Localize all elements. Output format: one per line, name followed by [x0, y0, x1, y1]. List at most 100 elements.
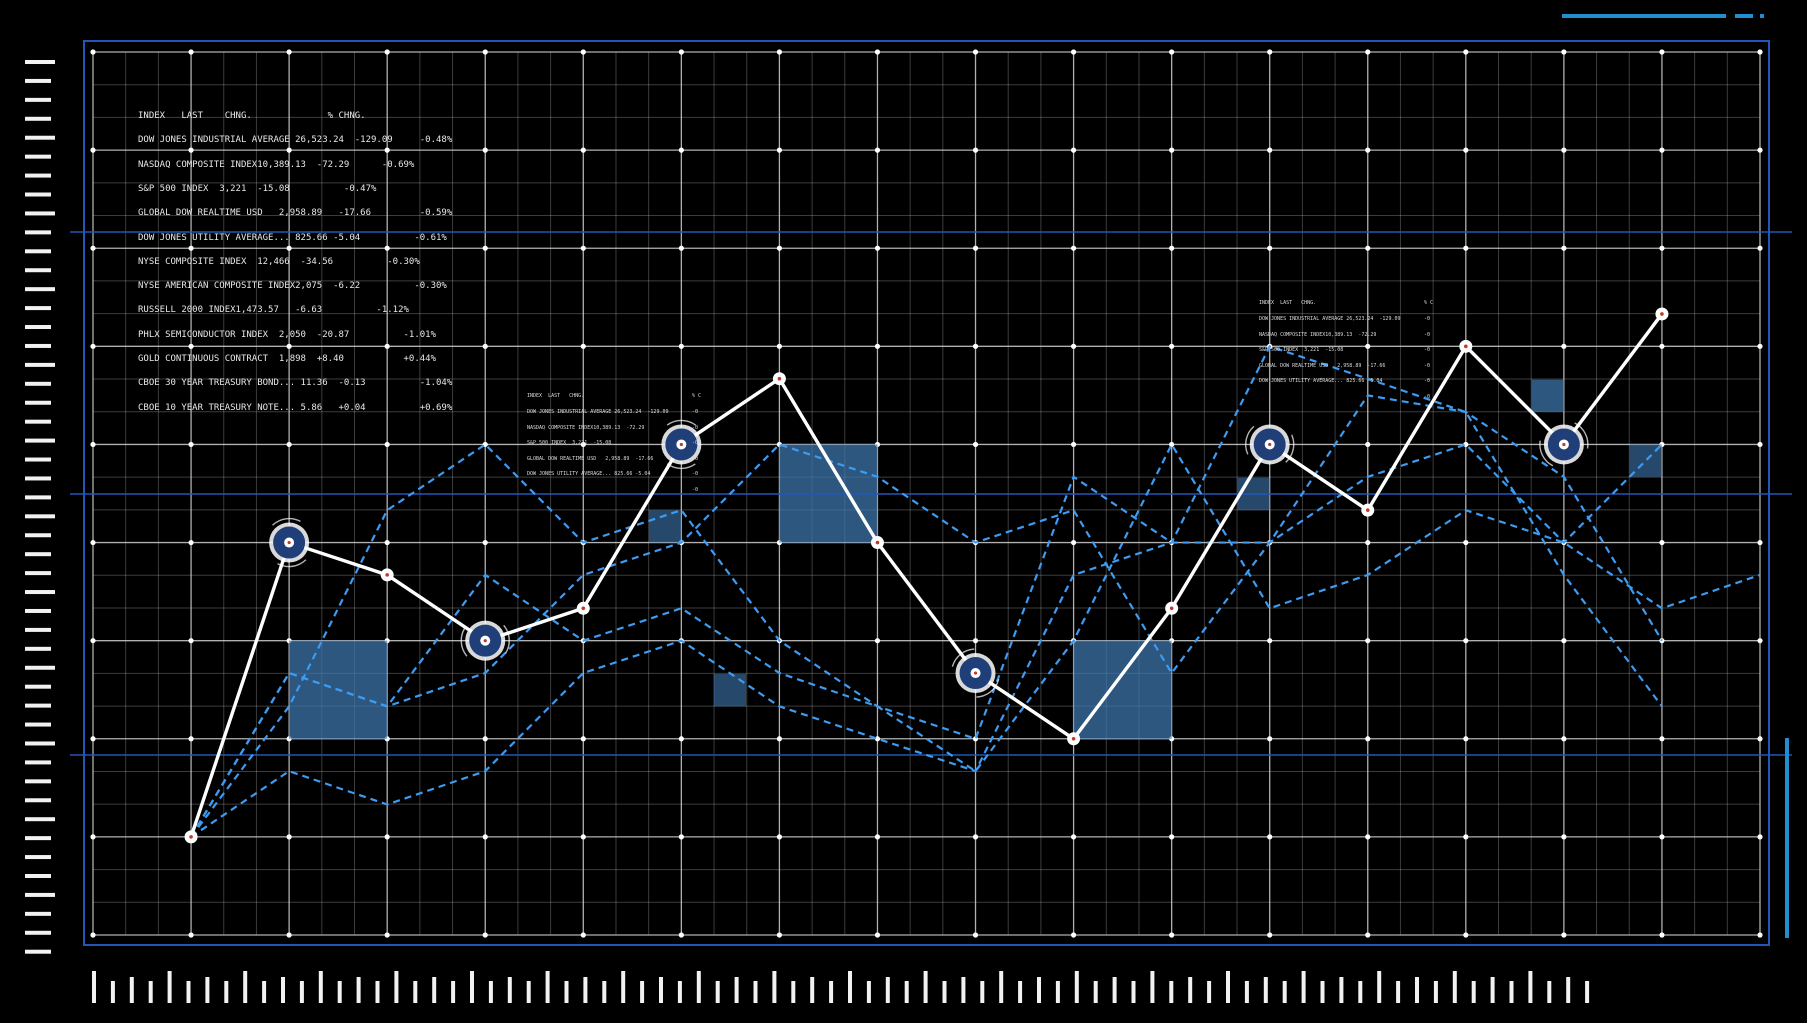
data-point [870, 536, 884, 550]
left-ruler-tick [25, 590, 55, 595]
bottom-ruler-tick [829, 981, 834, 1003]
point-orbit-ring [950, 648, 1001, 698]
left-ruler-tick [25, 798, 51, 803]
bottom-ruler-tick [1415, 977, 1419, 1003]
data-point [380, 568, 394, 582]
grid-dot [1365, 245, 1371, 251]
data-point [576, 601, 590, 615]
bottom-ruler-tick [375, 981, 380, 1003]
left-ruler-tick [25, 911, 51, 916]
bottom-ruler-tick [1377, 971, 1382, 1003]
grid-dot [1659, 49, 1665, 55]
bottom-ruler-tick [451, 981, 456, 1003]
grid-dot [286, 932, 292, 938]
grid-dot [1561, 343, 1567, 349]
bottom-ruler-tick [1055, 981, 1060, 1003]
point-center [1071, 736, 1076, 741]
ticker-row: S&P 500 INDEX 3,221 -15.08 [527, 440, 612, 447]
grid-dot [580, 441, 586, 448]
grid-dot [1463, 638, 1469, 644]
grid-dot [188, 343, 194, 349]
bottom-ruler-tick [488, 981, 493, 1003]
left-ruler-tick [25, 381, 51, 386]
grid-dot [188, 441, 194, 448]
point-center [581, 606, 586, 611]
grid-dot [580, 245, 586, 251]
bottom-ruler-tick [1282, 981, 1287, 1003]
grid-dot [1659, 147, 1665, 153]
bottom-ruler-tick [1433, 981, 1438, 1003]
grid-dot [874, 834, 881, 840]
ticker-pct: -0 [1424, 331, 1431, 338]
left-ruler-tick [25, 741, 55, 746]
left-ruler-tick [25, 268, 51, 273]
bottom-ruler-tick [810, 977, 815, 1003]
grid-dot [1757, 932, 1763, 938]
grid-dot [286, 147, 292, 153]
grid-dot [1659, 834, 1665, 840]
point-center [973, 671, 978, 675]
grid-dot [1070, 834, 1077, 840]
bottom-ruler-tick [92, 971, 96, 1003]
grid-dot [90, 539, 96, 546]
bottom-ruler-tick [923, 971, 928, 1003]
grid-dot [90, 49, 96, 55]
grid-dot [580, 147, 586, 153]
left-ruler-tick [25, 154, 51, 159]
accent-decorations [1562, 14, 1789, 938]
ticker-table-main: INDEX LAST CHNG. % CHNG. DOW JONES INDUS… [138, 96, 452, 420]
bottom-ruler-tick [1471, 981, 1476, 1003]
frame-border [83, 40, 1770, 946]
point-orbit-ring [1539, 419, 1589, 470]
bottom-ruler-tick [129, 977, 134, 1003]
ticker-row: CBOE 10 YEAR TREASURY NOTE... 5.86 +0.04… [138, 402, 453, 413]
bottom-ruler-tick [148, 981, 153, 1003]
left-ruler-tick [25, 892, 55, 897]
grid-dot [678, 932, 684, 938]
ticker-pct: -0 [692, 440, 699, 447]
grid-dot [384, 245, 390, 251]
grid-dot [874, 343, 881, 349]
left-ruler-tick [25, 665, 55, 670]
grid-dot [188, 932, 194, 938]
highlight-box [1531, 379, 1564, 413]
bottom-ruler-tick [1112, 977, 1117, 1003]
bottom-ruler-tick [866, 981, 871, 1003]
ticker-pct: -0 [1424, 378, 1431, 385]
bottom-ruler-tick [1093, 981, 1098, 1003]
grid-dot [1070, 245, 1077, 251]
main-series-line [189, 312, 1664, 838]
highlight-box [1073, 640, 1172, 739]
left-ruler-tick [25, 97, 51, 102]
ticker-pct: -0 [692, 487, 699, 494]
grid-dot [1267, 834, 1273, 840]
bottom-ruler-tick [640, 981, 645, 1003]
left-ruler-tick [25, 949, 51, 954]
grid-dot [384, 539, 390, 546]
grid-dot [1463, 932, 1469, 938]
bottom-ruler-tick [621, 971, 626, 1003]
left-ruler-tick [25, 343, 51, 348]
left-ruler-tick [25, 760, 51, 765]
data-point [1165, 601, 1179, 615]
dashed-series-lines [190, 344, 1761, 838]
data-point [184, 830, 198, 844]
grid-dot [1561, 834, 1567, 840]
bottom-ruler-tick [337, 981, 342, 1003]
highlighted-point [656, 419, 707, 470]
bottom-ruler-tick [1188, 977, 1193, 1003]
left-ruler-tick [25, 306, 51, 311]
grid-dot [1365, 49, 1371, 55]
point-center [1365, 508, 1370, 512]
bottom-ruler-tick [1509, 981, 1514, 1003]
grid-dot [1365, 638, 1371, 644]
ticker-pct: -0 [692, 409, 699, 416]
grid-dot [580, 49, 586, 55]
grid-dot [1365, 932, 1371, 938]
grid-dot [1267, 49, 1273, 55]
bottom-ruler-tick [526, 981, 531, 1003]
grid-dot [1757, 834, 1763, 840]
ticker-table-mid: INDEX LAST CHNG. DOW JONES INDUSTRIAL AV… [527, 384, 668, 483]
left-ruler-ticks [25, 60, 55, 954]
left-ruler-tick [25, 438, 55, 443]
